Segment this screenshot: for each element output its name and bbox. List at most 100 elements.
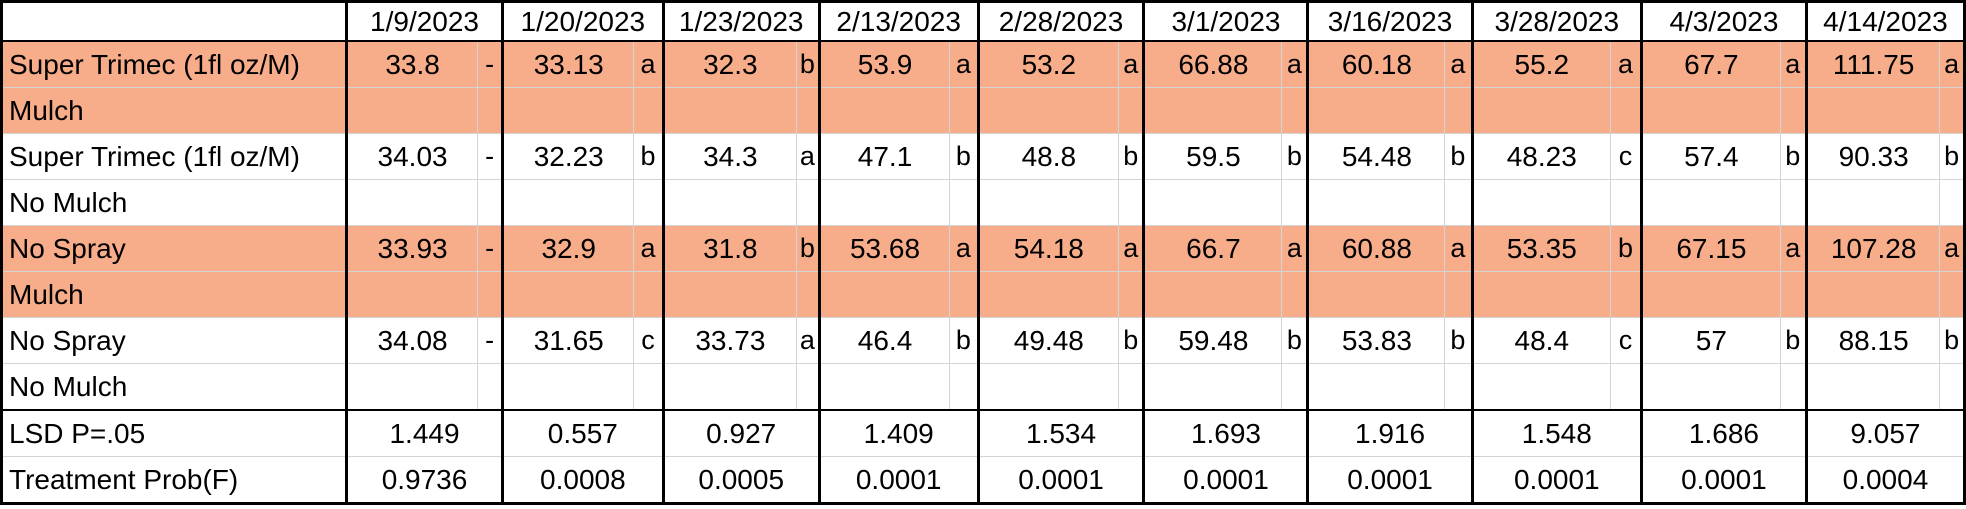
- significance-letter: b: [949, 317, 980, 364]
- value-cell: 53.2: [977, 40, 1120, 88]
- empty-cell: [1143, 87, 1283, 134]
- significance-letter: c: [633, 317, 665, 364]
- significance-letter: b: [796, 40, 821, 88]
- date-header: 2/28/2023: [977, 0, 1146, 42]
- significance-letter: a: [1281, 40, 1310, 88]
- empty-cell: [662, 87, 798, 134]
- significance-letter: a: [1444, 40, 1474, 88]
- significance-letter: -: [477, 225, 505, 272]
- empty-cell: [818, 271, 951, 318]
- stats-value: 1.409: [818, 409, 980, 457]
- value-cell: 53.83: [1307, 317, 1446, 364]
- treatment-sublabel: Mulch: [0, 271, 348, 318]
- significance-letter: a: [1939, 40, 1966, 88]
- empty-cell: [502, 271, 635, 318]
- empty-cell: [796, 179, 821, 226]
- stats-value: 0.0001: [977, 456, 1146, 505]
- empty-cell: [662, 271, 798, 318]
- value-cell: 32.3: [662, 40, 798, 88]
- treatment-row: No Mulch: [0, 363, 1966, 411]
- empty-cell: [1471, 179, 1611, 226]
- empty-cell: [1805, 363, 1941, 411]
- stats-value: 1.548: [1471, 409, 1643, 457]
- empty-cell: [345, 271, 479, 318]
- empty-cell: [1471, 271, 1611, 318]
- significance-letter: b: [1444, 133, 1474, 180]
- empty-cell: [796, 271, 821, 318]
- treatment-sublabel: Mulch: [0, 87, 348, 134]
- value-cell: 60.18: [1307, 40, 1446, 88]
- value-cell: 31.8: [662, 225, 798, 272]
- empty-cell: [977, 179, 1120, 226]
- empty-cell: [633, 87, 665, 134]
- empty-cell: [1143, 179, 1283, 226]
- empty-cell: [502, 363, 635, 411]
- significance-letter: b: [633, 133, 665, 180]
- date-header: 1/20/2023: [502, 0, 665, 42]
- empty-cell: [662, 179, 798, 226]
- value-cell: 53.35: [1471, 225, 1611, 272]
- significance-letter: b: [1779, 133, 1808, 180]
- stats-value: 0.9736: [345, 456, 505, 505]
- significance-letter: a: [1281, 225, 1310, 272]
- significance-letter: c: [1609, 133, 1643, 180]
- significance-letter: a: [633, 225, 665, 272]
- empty-cell: [977, 87, 1120, 134]
- significance-letter: c: [1609, 317, 1643, 364]
- empty-cell: [796, 363, 821, 411]
- stats-value: 1.686: [1640, 409, 1808, 457]
- empty-cell: [633, 271, 665, 318]
- significance-letter: b: [1609, 225, 1643, 272]
- value-cell: 88.15: [1805, 317, 1941, 364]
- significance-letter: -: [477, 40, 505, 88]
- stats-value: 0.557: [502, 409, 665, 457]
- empty-cell: [1444, 87, 1474, 134]
- empty-cell: [502, 179, 635, 226]
- treatment-label: Super Trimec (1fl oz/M): [0, 133, 348, 180]
- empty-cell: [1779, 87, 1808, 134]
- value-cell: 66.7: [1143, 225, 1283, 272]
- value-cell: 57: [1640, 317, 1781, 364]
- value-cell: 33.8: [345, 40, 479, 88]
- empty-cell: [1779, 271, 1808, 318]
- value-cell: 60.88: [1307, 225, 1446, 272]
- empty-cell: [1640, 179, 1781, 226]
- empty-cell: [477, 363, 505, 411]
- value-cell: 47.1: [818, 133, 951, 180]
- value-cell: 66.88: [1143, 40, 1283, 88]
- treatment-row: Mulch: [0, 87, 1966, 134]
- value-cell: 34.03: [345, 133, 479, 180]
- empty-cell: [1118, 179, 1146, 226]
- empty-cell: [977, 363, 1120, 411]
- significance-letter: a: [1779, 40, 1808, 88]
- empty-cell: [949, 363, 980, 411]
- date-header: 1/23/2023: [662, 0, 821, 42]
- empty-cell: [949, 87, 980, 134]
- stats-label: Treatment Prob(F): [0, 456, 348, 505]
- stats-value: 0.0001: [1640, 456, 1808, 505]
- value-cell: 46.4: [818, 317, 951, 364]
- empty-cell: [1939, 87, 1966, 134]
- empty-cell: [1444, 271, 1474, 318]
- value-cell: 31.65: [502, 317, 635, 364]
- treatment-label: No Spray: [0, 225, 348, 272]
- stats-value: 0.0005: [662, 456, 821, 505]
- corner-cell: [0, 0, 348, 42]
- empty-cell: [1939, 271, 1966, 318]
- significance-letter: b: [1444, 317, 1474, 364]
- value-cell: 90.33: [1805, 133, 1941, 180]
- empty-cell: [1281, 87, 1310, 134]
- stats-value: 1.534: [977, 409, 1146, 457]
- stats-value: 1.693: [1143, 409, 1310, 457]
- empty-cell: [949, 271, 980, 318]
- significance-letter: b: [1118, 317, 1146, 364]
- empty-cell: [477, 271, 505, 318]
- value-cell: 111.75: [1805, 40, 1941, 88]
- date-header: 3/28/2023: [1471, 0, 1643, 42]
- empty-cell: [1939, 363, 1966, 411]
- empty-cell: [1307, 363, 1446, 411]
- empty-cell: [477, 87, 505, 134]
- date-header: 4/3/2023: [1640, 0, 1808, 42]
- stats-row: Treatment Prob(F) 0.9736 0.0008 0.0005 0.000…: [0, 456, 1966, 505]
